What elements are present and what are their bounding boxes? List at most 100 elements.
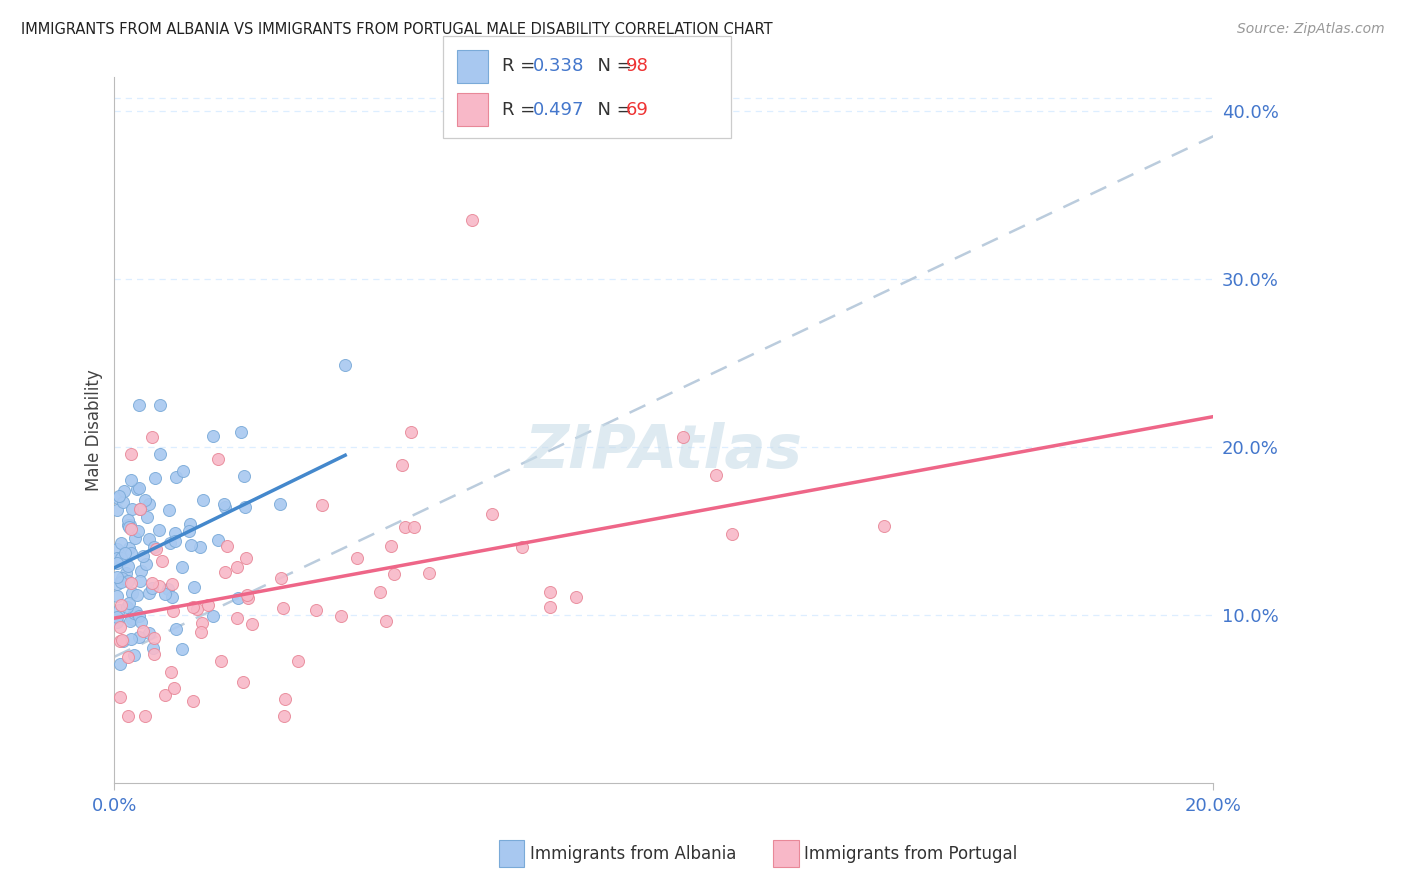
Point (212, 497, 235, 511)
Point (235, 550, 257, 565)
Point (538, 600, 561, 615)
Point (721, 526, 744, 541)
Point (394, 519, 416, 533)
Point (117, 599, 139, 614)
Point (207, 533, 229, 547)
Text: 0.338: 0.338 (533, 57, 585, 76)
Point (226, 611, 249, 625)
Point (160, 591, 183, 605)
Text: 69: 69 (626, 101, 648, 119)
Point (141, 575, 163, 590)
Point (273, 708, 295, 723)
Point (120, 575, 142, 590)
Point (177, 524, 200, 539)
Point (565, 590, 588, 604)
Point (128, 631, 150, 645)
Point (418, 566, 440, 581)
Point (226, 591, 249, 606)
Point (335, 358, 357, 372)
Point (121, 502, 143, 516)
Point (136, 510, 159, 524)
Point (375, 614, 398, 628)
Point (157, 502, 180, 516)
Point (226, 560, 249, 574)
Point (134, 708, 156, 723)
Point (402, 520, 425, 534)
Point (124, 531, 146, 545)
Point (188, 541, 211, 555)
Point (108, 489, 131, 503)
Point (368, 584, 391, 599)
Point (271, 600, 294, 615)
Point (382, 567, 405, 582)
Point (152, 554, 174, 568)
Point (159, 536, 181, 550)
Point (380, 539, 402, 553)
Point (134, 493, 156, 508)
Point (163, 681, 186, 695)
Point (120, 632, 142, 646)
Point (207, 452, 229, 467)
Point (510, 541, 533, 555)
Point (232, 675, 254, 690)
Point (160, 577, 183, 591)
Point (148, 524, 170, 538)
Point (105, 610, 128, 624)
Point (108, 603, 131, 617)
Point (105, 541, 128, 556)
Point (128, 481, 150, 495)
Point (127, 524, 149, 538)
Y-axis label: Male Disability: Male Disability (86, 369, 103, 491)
Point (160, 665, 183, 679)
Point (460, 213, 482, 227)
Point (108, 634, 131, 648)
Point (110, 575, 132, 590)
Point (118, 518, 141, 533)
Point (240, 616, 263, 631)
Point (110, 598, 132, 612)
Point (704, 467, 727, 482)
Point (129, 564, 152, 578)
Point (274, 692, 297, 706)
Point (111, 495, 134, 509)
Point (233, 500, 256, 514)
Point (162, 604, 184, 618)
Point (214, 565, 236, 579)
Point (120, 474, 142, 488)
Point (215, 539, 238, 553)
Point (202, 608, 225, 623)
Text: 98: 98 (626, 57, 648, 76)
Point (193, 493, 215, 508)
Point (329, 609, 352, 624)
Point (105, 577, 128, 591)
Point (141, 430, 163, 444)
Point (138, 626, 160, 640)
Point (110, 535, 132, 549)
Point (145, 542, 167, 557)
Point (270, 571, 292, 585)
Point (125, 482, 148, 496)
Point (165, 469, 187, 483)
Point (118, 614, 141, 628)
Point (165, 622, 187, 636)
Point (125, 605, 148, 619)
Point (122, 606, 145, 620)
Point (391, 458, 413, 472)
Point (236, 588, 259, 602)
Point (401, 425, 423, 439)
Text: 0.497: 0.497 (533, 101, 585, 119)
Point (142, 640, 165, 655)
Text: Source: ZipAtlas.com: Source: ZipAtlas.com (1237, 22, 1385, 37)
Point (311, 498, 333, 512)
Point (108, 657, 131, 672)
Point (120, 522, 142, 536)
Point (117, 574, 139, 589)
Point (163, 534, 186, 549)
Point (214, 500, 236, 514)
Point (183, 580, 205, 594)
Point (108, 620, 131, 634)
Text: IMMIGRANTS FROM ALBANIA VS IMMIGRANTS FROM PORTUGAL MALE DISABILITY CORRELATION : IMMIGRANTS FROM ALBANIA VS IMMIGRANTS FR… (21, 22, 773, 37)
Point (129, 502, 152, 516)
Point (127, 588, 149, 602)
Point (128, 608, 150, 623)
